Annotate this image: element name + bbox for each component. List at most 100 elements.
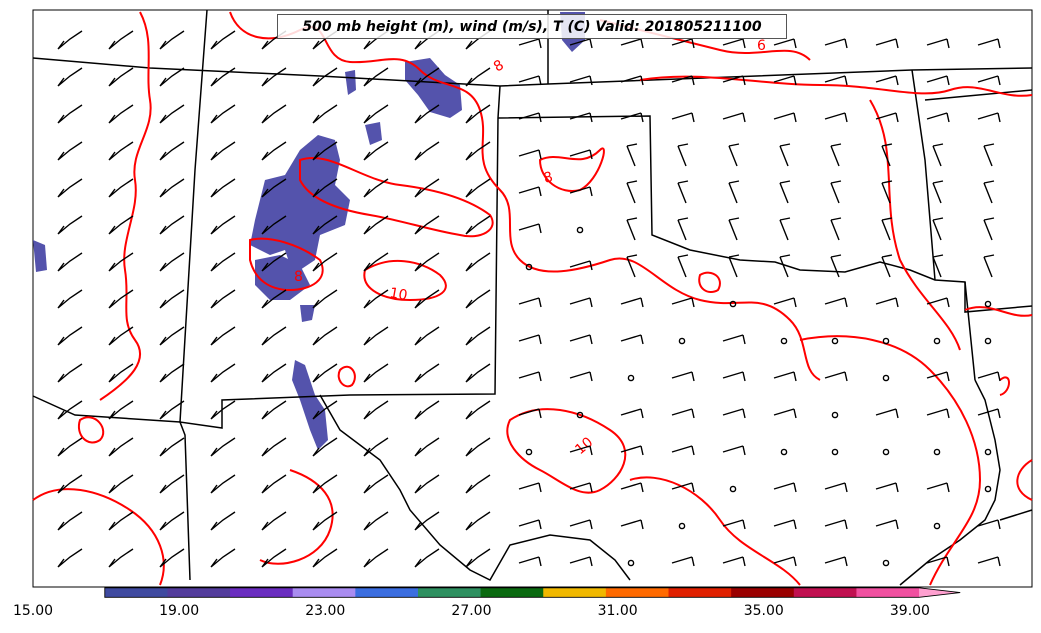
wind-barb	[926, 371, 950, 382]
wind-barb	[824, 482, 848, 493]
calm-wind-marker	[780, 337, 788, 345]
wind-barb	[108, 289, 134, 309]
map-title: 500 mb height (m), wind (m/s), T (C) Val…	[277, 14, 787, 39]
wind-barb	[671, 445, 695, 456]
calm-wind-marker	[525, 263, 533, 271]
wind-barb	[518, 482, 542, 493]
colorbar-cell	[417, 587, 482, 598]
wind-barb	[773, 112, 797, 123]
wind-barb	[363, 437, 389, 457]
wind-barb	[261, 104, 287, 124]
wind-barb	[779, 180, 791, 204]
wind-barb	[57, 289, 83, 309]
calm-wind-marker	[882, 559, 890, 567]
wind-barb	[414, 326, 440, 346]
wind-barb	[57, 215, 83, 235]
wind-barb	[569, 38, 593, 49]
wind-barb	[159, 474, 185, 494]
wind-barb	[569, 556, 593, 567]
wind-barb	[722, 408, 746, 419]
wind-barb	[108, 215, 134, 235]
calm-wind-marker	[933, 337, 941, 345]
wind-barb	[875, 297, 899, 308]
wind-barb	[983, 143, 995, 167]
colorbar-tick-label: 31.00	[597, 603, 638, 619]
wind-barb	[977, 371, 1001, 382]
wind-barb	[722, 38, 746, 49]
wind-barb	[312, 437, 338, 457]
wind-barb	[620, 297, 644, 308]
wind-barb	[57, 104, 83, 124]
wind-barb	[722, 445, 746, 456]
wind-barb	[881, 180, 893, 204]
wind-barb	[830, 180, 842, 204]
wind-barb	[414, 400, 440, 420]
wind-barb	[210, 141, 236, 161]
wind-barb	[108, 363, 134, 383]
wind-barb	[620, 519, 644, 530]
wind-barb	[210, 67, 236, 87]
wind-barb	[926, 408, 950, 419]
calm-wind-marker	[831, 448, 839, 456]
wind-barb	[414, 141, 440, 161]
wind-barb	[312, 474, 338, 494]
wind-barb	[932, 180, 944, 204]
colorbar-cell	[230, 587, 294, 598]
wind-barb	[312, 67, 338, 87]
colorbar-tick-label: 23.00	[305, 603, 346, 619]
wind-barb	[881, 254, 893, 278]
wind-barb	[363, 474, 389, 494]
wind-barb	[108, 548, 134, 568]
wind-barb	[210, 215, 236, 235]
wind-barb	[210, 400, 236, 420]
wind-barb	[108, 326, 134, 346]
wind-barb	[312, 363, 338, 383]
calm-wind-marker	[882, 448, 890, 456]
wind-barb	[159, 326, 185, 346]
calm-wind-marker	[576, 411, 584, 419]
wind-barb	[312, 289, 338, 309]
wind-barb	[465, 474, 491, 494]
wind-barb	[881, 217, 893, 241]
wind-barb	[773, 519, 797, 530]
wind-barb	[722, 371, 746, 382]
wind-barb	[414, 178, 440, 198]
calm-wind-marker	[525, 448, 533, 456]
wind-barb	[926, 75, 950, 86]
wind-barb	[363, 178, 389, 198]
wind-barb	[465, 104, 491, 124]
state-boundaries	[32, 9, 1033, 586]
wind-barb	[57, 30, 83, 50]
wind-barb	[626, 180, 638, 204]
wind-barb	[830, 143, 842, 167]
wind-barb	[363, 67, 389, 87]
wind-barb	[620, 112, 644, 123]
wind-barb	[518, 186, 542, 197]
wind-barb	[159, 30, 185, 50]
calm-wind-marker	[933, 522, 941, 530]
wind-barb	[261, 141, 287, 161]
wind-barb	[824, 371, 848, 382]
wind-barb	[363, 215, 389, 235]
wind-barb	[108, 67, 134, 87]
calm-wind-marker	[627, 374, 635, 382]
wind-barb	[312, 511, 338, 531]
wind-barb	[159, 548, 185, 568]
wind-barb	[620, 38, 644, 49]
wind-barb	[57, 437, 83, 457]
wind-barb	[824, 75, 848, 86]
wind-barb	[261, 289, 287, 309]
wind-barb	[926, 556, 950, 567]
wind-barb	[159, 511, 185, 531]
wind-barb	[261, 215, 287, 235]
wind-barb	[677, 180, 689, 204]
wind-barb	[414, 437, 440, 457]
colorbar-cell	[480, 587, 544, 598]
contour-label: 8	[542, 169, 555, 187]
wind-barb	[261, 178, 287, 198]
wind-barb	[108, 252, 134, 272]
wind-barb	[626, 143, 638, 167]
contour-label: 10	[388, 285, 408, 304]
wind-barb	[465, 363, 491, 383]
colorbar-cell	[167, 587, 231, 598]
